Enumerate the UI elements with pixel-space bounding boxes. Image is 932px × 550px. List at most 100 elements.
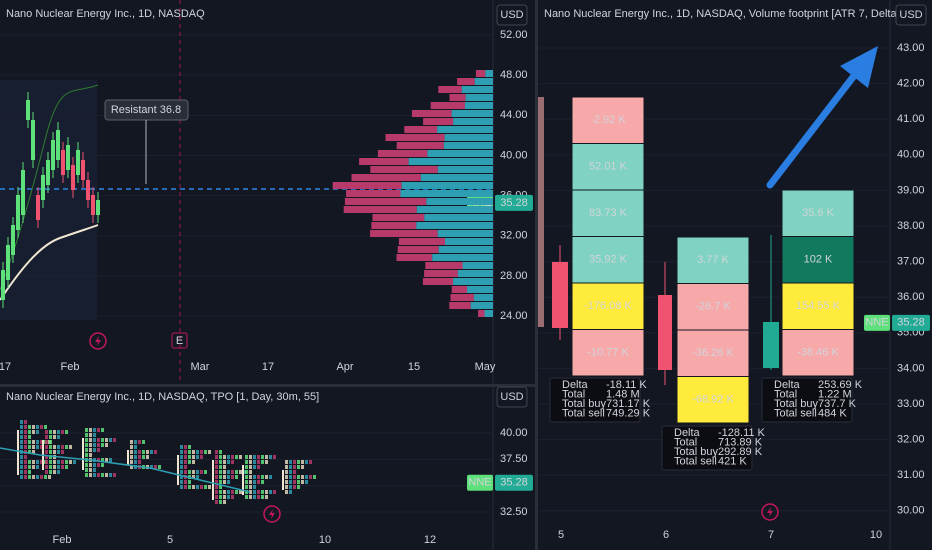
tpo-block — [101, 463, 104, 467]
tpo-block — [184, 450, 187, 454]
tpo-block — [249, 470, 252, 474]
footprint-cell — [676, 329, 750, 377]
tpo-block — [138, 455, 141, 459]
tpo-block — [227, 480, 230, 484]
tpo-block — [61, 445, 64, 449]
tpo-block — [53, 465, 56, 469]
profile-sell — [424, 270, 458, 277]
event-bolt — [269, 509, 275, 519]
footprint-value: 52.01 K — [589, 161, 628, 173]
footprint-cell — [571, 96, 645, 144]
tpo-block — [219, 450, 222, 454]
tpo-block — [89, 438, 92, 442]
tpo-block — [61, 450, 64, 454]
tpo-block — [134, 460, 137, 464]
tpo-block — [134, 450, 137, 454]
tpo-block — [49, 465, 52, 469]
profile-buy — [416, 222, 493, 229]
price-tick-label: 39.00 — [897, 184, 925, 196]
tpo-block — [180, 485, 183, 489]
event-icon — [263, 505, 281, 523]
tpo-block — [24, 435, 27, 439]
tpo-block — [40, 475, 43, 479]
tpo-block — [105, 438, 108, 442]
profile-buy — [484, 310, 493, 317]
profile-sell — [343, 206, 417, 213]
candle-body — [552, 262, 568, 328]
time-tick-label: 10 — [319, 534, 331, 546]
tpo-block — [293, 475, 296, 479]
tpo-block — [101, 443, 104, 447]
symbol-tag — [864, 314, 890, 331]
profile-buy — [420, 174, 493, 181]
tpo-block — [93, 433, 96, 437]
tpo-block — [297, 475, 300, 479]
footprint-value: 3.77 K — [697, 254, 729, 266]
tpo-block — [235, 470, 238, 474]
tpo-block — [57, 460, 60, 464]
earnings-label: E — [176, 335, 183, 347]
tpo-block — [188, 485, 191, 489]
price-tick-label: 24.00 — [500, 310, 528, 322]
profile-buy — [401, 182, 493, 189]
profile-sell — [430, 102, 465, 109]
tpo-block — [57, 450, 60, 454]
tpo-block — [227, 475, 230, 479]
tpo-block — [154, 450, 157, 454]
tpo-block — [105, 443, 108, 447]
tpo-block — [227, 460, 230, 464]
stats-label: Total — [774, 388, 797, 400]
earnings-icon — [171, 332, 188, 349]
tpo-block — [24, 445, 27, 449]
tpo-block — [93, 448, 96, 452]
footprint-value: -2.92 K — [590, 114, 626, 126]
profile-buy — [462, 262, 493, 269]
tpo-block — [28, 450, 31, 454]
profile-sell — [371, 222, 417, 229]
tpo-block — [97, 443, 100, 447]
profile-sell — [457, 78, 475, 85]
tpo-block — [20, 475, 23, 479]
tpo-block — [245, 470, 248, 474]
price-tick-label: 36.00 — [897, 291, 925, 303]
profile-sell — [351, 174, 421, 181]
tpo-block — [101, 458, 104, 462]
tpo-block — [297, 480, 300, 484]
tpo-block — [180, 460, 183, 464]
profile-buy — [465, 94, 493, 101]
tpo-block — [305, 480, 308, 484]
candle-body — [658, 295, 672, 370]
tpo-block — [45, 460, 48, 464]
tpo-block — [93, 428, 96, 432]
tpo-block — [109, 438, 112, 442]
tpo-block — [45, 445, 48, 449]
tpo-block — [215, 480, 218, 484]
tpo-block — [285, 470, 288, 474]
tpo-block — [301, 465, 304, 469]
tpo-block — [40, 440, 43, 444]
profile-sell — [451, 286, 467, 293]
stats-box — [761, 377, 853, 423]
tpo-block — [85, 448, 88, 452]
candle-body — [51, 140, 55, 170]
tpo-block — [89, 453, 92, 457]
tpo-block — [85, 473, 88, 477]
tpo-block — [28, 475, 31, 479]
stats-label: Total — [674, 436, 697, 448]
tpo-block — [188, 480, 191, 484]
tpo-block — [150, 465, 153, 469]
currency-button — [895, 4, 927, 26]
tpo-block — [32, 475, 35, 479]
tpo-block — [285, 485, 288, 489]
price-tick-label: 42.00 — [897, 78, 925, 90]
tpo-block — [142, 440, 145, 444]
tpo-block — [285, 480, 288, 484]
tpo-block — [223, 465, 226, 469]
profile-sell — [370, 166, 438, 173]
tpo-block — [235, 455, 238, 459]
profile-buy — [408, 158, 493, 165]
tpo-block — [65, 445, 68, 449]
tpo-block — [89, 428, 92, 432]
footprint-value: -36.26 K — [692, 347, 734, 359]
tpo-block — [89, 463, 92, 467]
